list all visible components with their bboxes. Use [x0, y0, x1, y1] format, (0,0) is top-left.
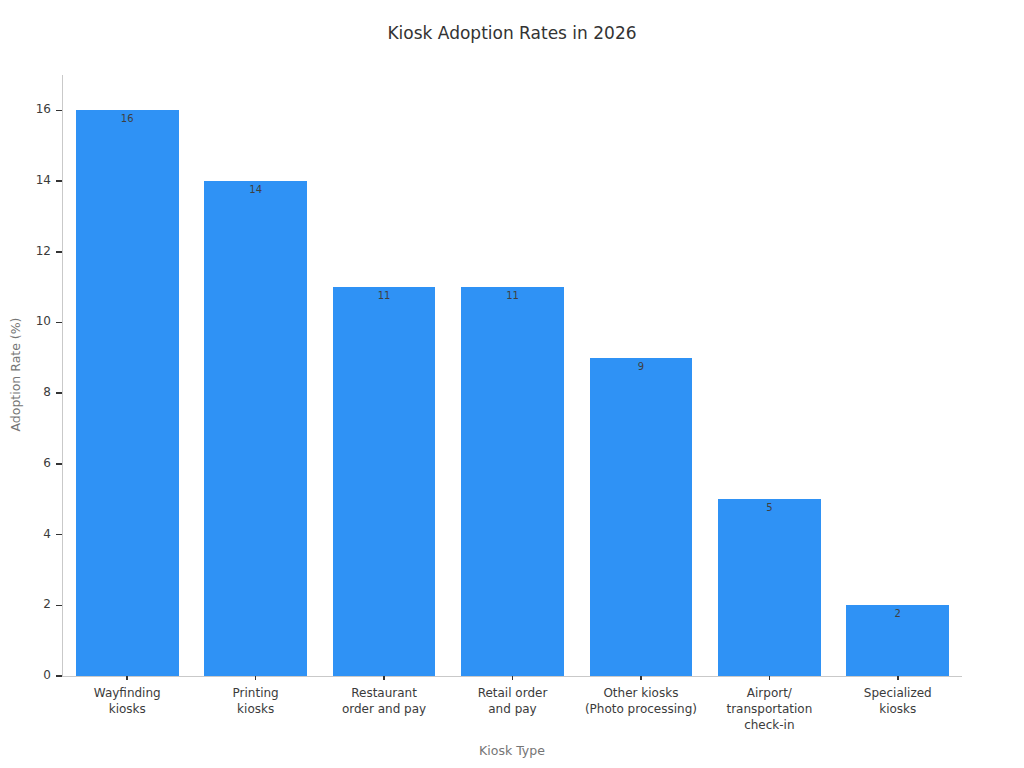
bar-value-label: 5 [718, 502, 821, 513]
y-tick-mark [56, 463, 62, 465]
bar: 16 [76, 110, 179, 676]
x-tick-mark [897, 676, 899, 680]
x-tick-mark [512, 676, 514, 680]
y-tick-label: 2 [5, 597, 51, 611]
y-tick-mark [56, 110, 62, 112]
bar-value-label: 14 [204, 184, 307, 195]
x-axis-label: Kiosk Type [0, 743, 1024, 758]
bar-value-label: 11 [333, 290, 436, 301]
y-tick-mark [56, 251, 62, 253]
x-tick-mark [640, 676, 642, 680]
y-tick-mark [56, 180, 62, 182]
x-tick-mark [769, 676, 771, 680]
x-tick-mark [255, 676, 257, 680]
bar: 5 [718, 499, 821, 676]
chart-title: Kiosk Adoption Rates in 2026 [0, 23, 1024, 43]
y-tick-label: 4 [5, 527, 51, 541]
y-tick-label: 6 [5, 456, 51, 470]
x-tick-label: Specialized kiosks [814, 685, 981, 717]
y-tick-mark [56, 322, 62, 324]
bar-value-label: 16 [76, 113, 179, 124]
bar-value-label: 11 [461, 290, 564, 301]
x-tick-mark [126, 676, 128, 680]
bar: 11 [461, 287, 564, 676]
bar: 11 [333, 287, 436, 676]
y-tick-label: 0 [5, 668, 51, 682]
y-tick-label: 14 [5, 173, 51, 187]
y-tick-label: 16 [5, 102, 51, 116]
y-tick-mark [56, 392, 62, 394]
y-tick-mark [56, 675, 62, 677]
y-tick-label: 8 [5, 385, 51, 399]
plot-area: 0246810121416 16141111952 Wayfinding kio… [62, 75, 962, 677]
y-tick-mark [56, 534, 62, 536]
bar-chart-figure: Kiosk Adoption Rates in 2026 Adoption Ra… [0, 0, 1024, 768]
y-tick-label: 10 [5, 314, 51, 328]
bar: 9 [590, 358, 693, 676]
bar: 14 [204, 181, 307, 676]
y-tick-label: 12 [5, 244, 51, 258]
bar-value-label: 2 [846, 608, 949, 619]
y-tick-mark [56, 605, 62, 607]
bar: 2 [846, 605, 949, 676]
bar-value-label: 9 [590, 361, 693, 372]
x-tick-mark [383, 676, 385, 680]
